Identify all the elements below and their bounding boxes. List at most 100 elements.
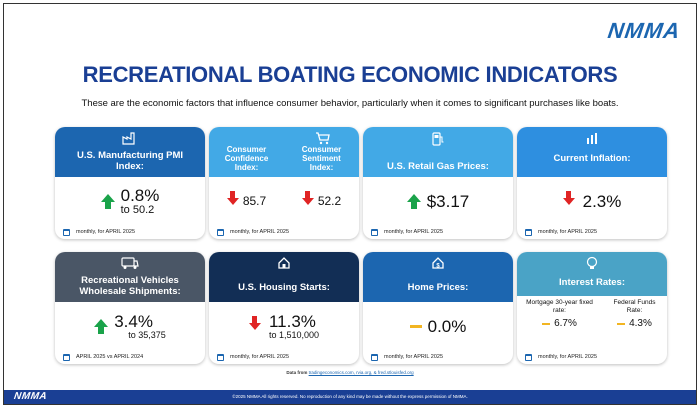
rv-icon xyxy=(121,257,139,269)
calendar-icon xyxy=(217,353,224,361)
card-interest-body: Mortgage 30-year fixed rate: 6.7% Federa… xyxy=(517,296,667,350)
dash-icon xyxy=(409,324,422,328)
card-confidence: Consumer Confidence Index: Consumer Sent… xyxy=(209,127,359,239)
calendar-icon xyxy=(371,228,378,236)
page-title: RECREATIONAL BOATING ECONOMIC INDICATORS xyxy=(82,62,618,87)
calendar-icon xyxy=(63,228,70,236)
card-housing: U.S. Housing Starts: 11.3% to 1,510,000 … xyxy=(209,252,359,364)
card-interest-label-a: Mortgage 30-year fixed rate: xyxy=(526,299,593,314)
bar-chart-icon xyxy=(587,133,597,144)
card-confidence-body: 85.7 52.2 xyxy=(209,177,359,225)
house-dollar-icon: $ xyxy=(432,257,444,270)
copyright: ©2025 NMMA All rights reserved. No repro… xyxy=(232,394,468,399)
card-interest-footer: monthly, for APRIL 2025 xyxy=(517,350,667,364)
infographic-frame: NMMA RECREATIONAL BOATING ECONOMIC INDIC… xyxy=(3,3,697,405)
card-confidence-label-a: Consumer Confidence Index: xyxy=(224,145,269,172)
gas-pump-icon xyxy=(432,132,444,146)
card-housing-value: 11.3% xyxy=(268,311,316,331)
arrow-up-icon xyxy=(94,319,109,334)
card-interest-label: Interest Rates: xyxy=(559,277,625,288)
arrow-down-icon xyxy=(226,190,239,205)
card-inflation-body: 2.3% xyxy=(517,177,667,225)
card-gas-period: monthly, for APRIL 2025 xyxy=(384,229,444,235)
card-interest-value-a: 6.7% xyxy=(554,318,577,329)
source-prefix: Data from xyxy=(286,370,308,375)
card-gas-footer: monthly, for APRIL 2025 xyxy=(363,225,513,239)
card-home-header: $ Home Prices: xyxy=(363,252,513,302)
card-gas: U.S. Retail Gas Prices: $3.17 monthly, f… xyxy=(363,127,513,239)
arrow-up-icon xyxy=(406,194,421,209)
card-pmi-period: monthly, for APRIL 2025 xyxy=(76,229,136,235)
card-gas-header: U.S. Retail Gas Prices: xyxy=(363,127,513,177)
card-home-period: monthly, for APRIL 2025 xyxy=(384,354,444,360)
card-confidence-label-b: Consumer Sentiment Index: xyxy=(301,145,342,172)
card-rv-label: Recreational Vehicles Wholesale Shipment… xyxy=(79,275,181,297)
card-rv-sub: to 35,375 xyxy=(128,329,166,340)
page-subtitle: These are the economic factors that infl… xyxy=(81,98,619,109)
card-gas-value: $3.17 xyxy=(426,191,470,211)
card-gas-body: $3.17 xyxy=(363,177,513,225)
card-housing-header: U.S. Housing Starts: xyxy=(209,252,359,302)
factory-icon xyxy=(122,132,135,145)
card-housing-label: U.S. Housing Starts: xyxy=(238,282,330,293)
house-icon xyxy=(278,257,290,269)
card-gas-label: U.S. Retail Gas Prices: xyxy=(387,161,489,172)
source-links[interactable]: tradingeconomics.com, rvia.org, & fred.s… xyxy=(308,370,414,375)
footer-bar: NMMA ©2025 NMMA All rights reserved. No … xyxy=(4,390,696,404)
arrow-up-icon xyxy=(100,194,115,209)
card-pmi-sub: to 50.2 xyxy=(120,203,155,216)
card-home-body: 0.0% xyxy=(363,302,513,350)
calendar-icon xyxy=(63,353,70,361)
card-inflation-footer: monthly, for APRIL 2025 xyxy=(517,225,667,239)
arrow-down-icon xyxy=(562,190,575,205)
card-confidence-value-b: 52.2 xyxy=(317,194,342,208)
card-interest: Interest Rates: Mortgage 30-year fixed r… xyxy=(517,252,667,364)
arrow-down-icon xyxy=(301,190,314,205)
card-inflation-header: Current Inflation: xyxy=(517,127,667,177)
card-rv-period: APRIL 2025 vs APRIL 2024 xyxy=(76,354,144,360)
card-interest-period: monthly, for APRIL 2025 xyxy=(538,354,598,360)
card-inflation: Current Inflation: 2.3% monthly, for APR… xyxy=(517,127,667,239)
calendar-icon xyxy=(525,228,532,236)
lightbulb-icon xyxy=(586,256,598,269)
dash-icon xyxy=(617,322,626,325)
card-housing-period: monthly, for APRIL 2025 xyxy=(230,354,290,360)
calendar-icon xyxy=(371,353,378,361)
card-inflation-label: Current Inflation: xyxy=(553,153,631,164)
card-inflation-value: 2.3% xyxy=(582,191,622,211)
calendar-icon xyxy=(525,353,532,361)
card-confidence-value-a: 85.7 xyxy=(242,194,267,208)
card-confidence-footer: monthly, for APRIL 2025 xyxy=(209,225,359,239)
card-interest-label-b: Federal Funds Rate: xyxy=(613,299,656,314)
card-housing-footer: monthly, for APRIL 2025 xyxy=(209,350,359,364)
card-home-value: 0.0% xyxy=(427,316,467,336)
card-interest-value-b: 4.3% xyxy=(629,318,652,329)
card-home: $ Home Prices: 0.0% monthly, for APRIL 2… xyxy=(363,252,513,364)
card-home-footer: monthly, for APRIL 2025 xyxy=(363,350,513,364)
card-inflation-period: monthly, for APRIL 2025 xyxy=(538,229,598,235)
card-confidence-header: Consumer Confidence Index: Consumer Sent… xyxy=(209,127,359,177)
card-interest-header: Interest Rates: xyxy=(517,252,667,296)
card-rv-value: 3.4% xyxy=(114,311,153,331)
arrow-down-icon xyxy=(248,315,261,330)
card-housing-body: 11.3% to 1,510,000 xyxy=(209,302,359,350)
card-pmi-label: U.S. Manufacturing PMI Index: xyxy=(76,150,184,172)
card-rv-header: Recreational Vehicles Wholesale Shipment… xyxy=(55,252,205,302)
shopping-cart-icon xyxy=(316,132,330,145)
card-pmi: U.S. Manufacturing PMI Index: 0.8% to 50… xyxy=(55,127,205,239)
card-confidence-period: monthly, for APRIL 2025 xyxy=(230,229,290,235)
card-pmi-header: U.S. Manufacturing PMI Index: xyxy=(55,127,205,177)
card-rv-footer: APRIL 2025 vs APRIL 2024 xyxy=(55,350,205,364)
card-pmi-body: 0.8% to 50.2 xyxy=(55,177,205,225)
card-housing-sub: to 1,510,000 xyxy=(268,329,320,340)
card-rv: Recreational Vehicles Wholesale Shipment… xyxy=(55,252,205,364)
dash-icon xyxy=(542,322,551,325)
card-home-label: Home Prices: xyxy=(407,282,469,293)
calendar-icon xyxy=(217,228,224,236)
card-pmi-value: 0.8% xyxy=(120,185,160,205)
data-sources: Data from tradingeconomics.com, rvia.org… xyxy=(4,370,696,375)
card-rv-body: 3.4% to 35,375 xyxy=(55,302,205,350)
card-pmi-footer: monthly, for APRIL 2025 xyxy=(55,225,205,239)
nmma-logo: NMMA xyxy=(605,18,682,43)
svg-text:$: $ xyxy=(436,264,440,270)
